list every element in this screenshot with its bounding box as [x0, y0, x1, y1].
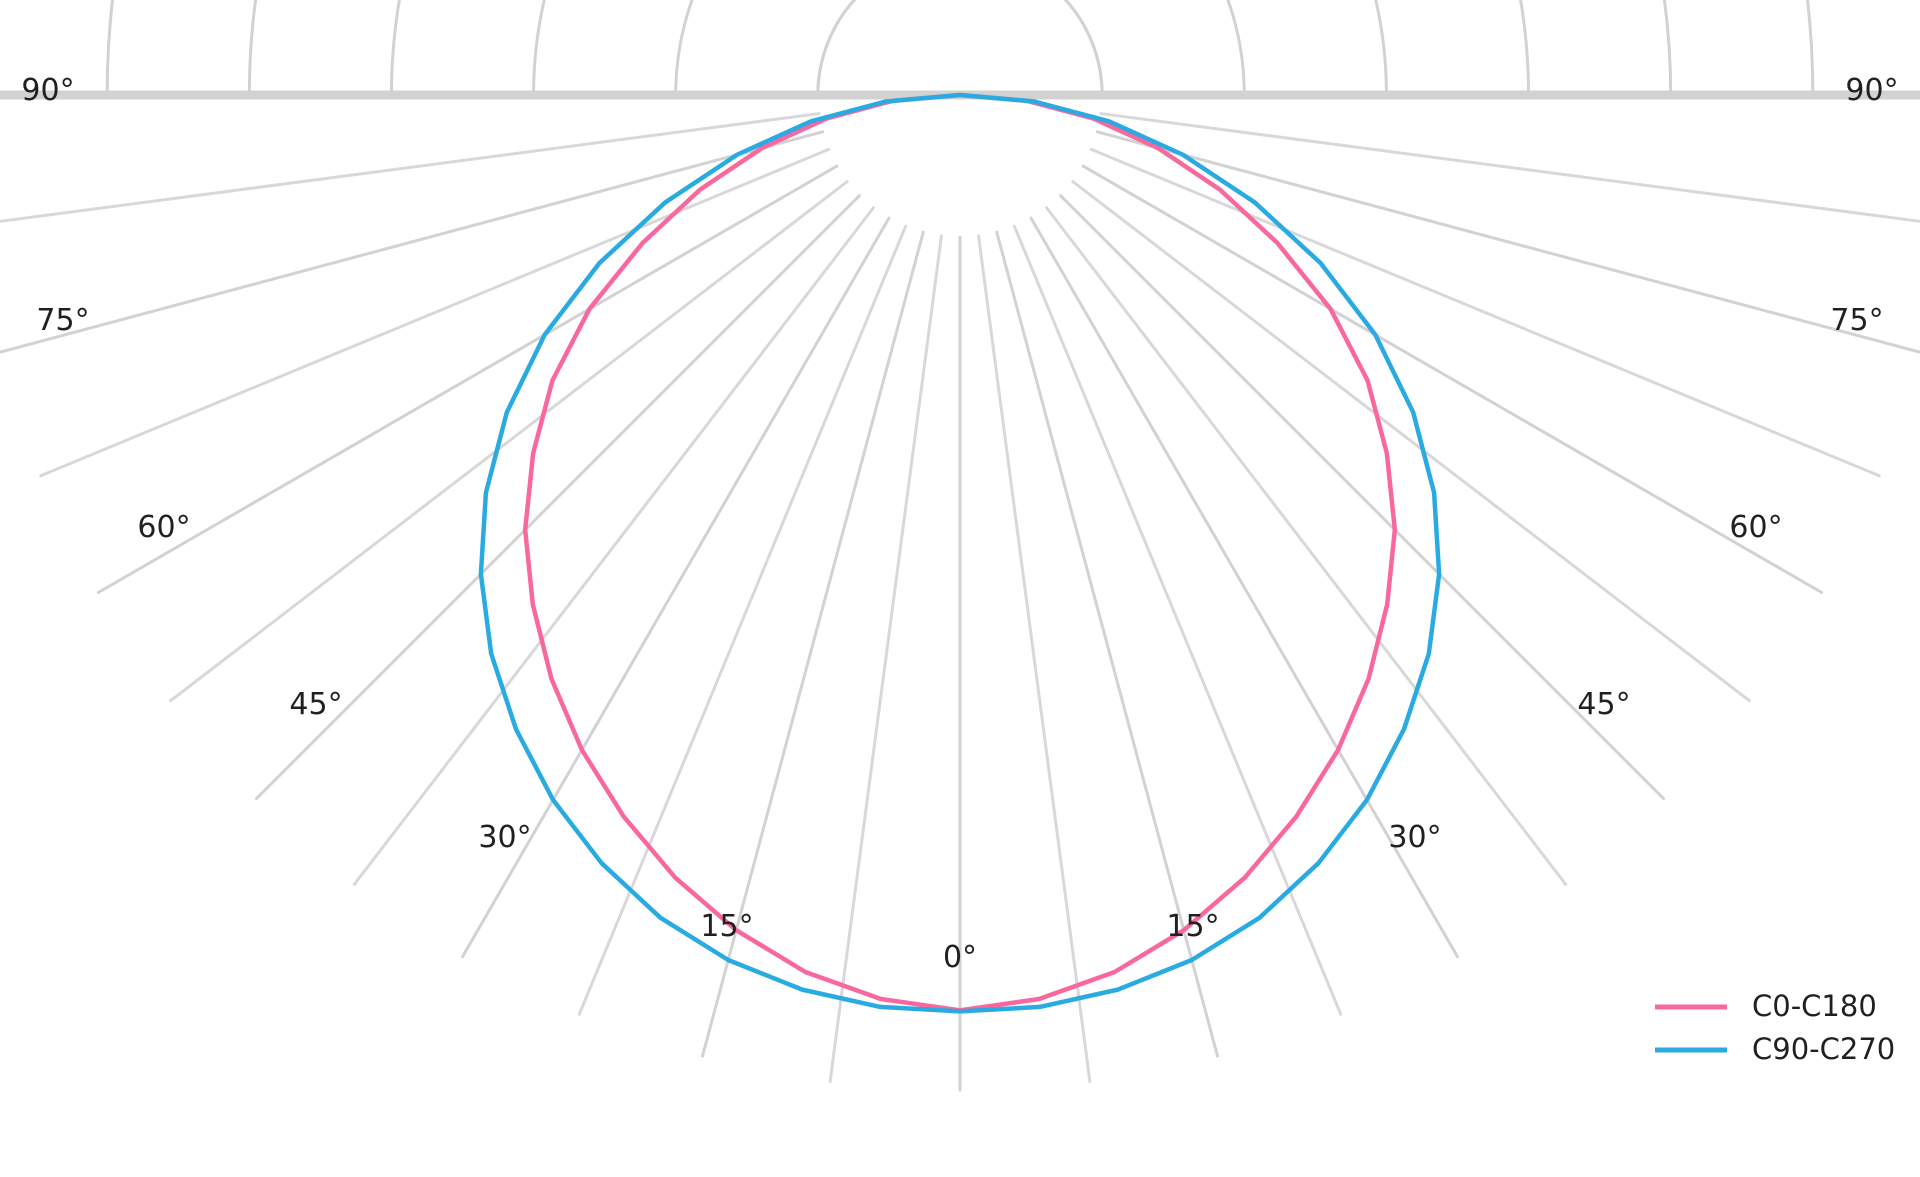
axis-label-right-15: 15°	[1166, 909, 1219, 944]
angular-spoke-15	[995, 230, 1220, 1058]
angular-spoke-45	[1059, 194, 1666, 801]
axis-label-right-45: 45°	[1577, 687, 1630, 722]
angular-minor-spoke--22.5	[577, 224, 908, 1016]
radial-ring-3	[532, 0, 1388, 97]
angular-minor-spoke--52.5	[169, 180, 849, 703]
series-curves	[478, 92, 1442, 1014]
angular-spoke--30	[461, 216, 891, 959]
angular-spoke-60	[1081, 164, 1824, 594]
angular-minor-spoke-7.5	[977, 234, 1092, 1083]
angular-minor-spoke-22.5	[1012, 224, 1343, 1016]
angular-minor-spoke--82.5	[0, 112, 821, 223]
angular-minor-spoke-37.5	[1045, 206, 1568, 886]
radial-ring-1	[816, 0, 1104, 97]
angle-axis-labels: 90° 75° 60° 45° 30° 15° 0° 15° 30° 45° 6…	[21, 73, 1898, 975]
radial-ring-5	[247, 0, 1673, 97]
angular-spoke--60	[96, 164, 839, 594]
angular-minor-spoke-67.5	[1089, 147, 1881, 478]
angular-spoke--75	[0, 130, 825, 354]
axis-label-left-75: 75°	[36, 303, 89, 338]
angular-minor-spoke--7.5	[828, 234, 943, 1083]
radial-ring-4	[389, 0, 1531, 97]
angular-minor-spoke--37.5	[352, 206, 875, 886]
axis-label-right-90: 90°	[1845, 73, 1898, 108]
legend-label-1: C90-C270	[1752, 1032, 1895, 1066]
angular-spoke--45	[254, 194, 861, 801]
chart-legend: C0-C180 C90-C270	[1655, 989, 1895, 1066]
axis-label-left-60: 60°	[137, 510, 190, 545]
outer-boundary	[0, 0, 1920, 100]
angular-spoke--15	[700, 230, 925, 1058]
angular-spoke-30	[1029, 216, 1459, 959]
axis-label-left-90: 90°	[21, 73, 74, 108]
outer-arc	[0, 0, 1920, 95]
radial-ring-6	[105, 0, 1815, 97]
axis-label-center-0: 0°	[943, 940, 977, 975]
angular-minor-spoke-82.5	[1099, 112, 1920, 223]
axis-label-right-75: 75°	[1830, 303, 1883, 338]
axis-label-right-30: 30°	[1388, 820, 1441, 855]
legend-label-0: C0-C180	[1752, 989, 1877, 1023]
angular-spoke-75	[1095, 130, 1920, 354]
radial-ring-2	[674, 0, 1246, 97]
series-curve-c90-c270	[478, 92, 1442, 1014]
axis-label-left-30: 30°	[478, 820, 531, 855]
axis-label-right-60: 60°	[1729, 510, 1782, 545]
angular-gridlines	[0, 130, 1920, 1092]
angular-minor-spoke--67.5	[39, 147, 831, 478]
angular-minor-spoke-52.5	[1071, 180, 1751, 703]
radial-ring-inner	[816, 0, 1104, 97]
angular-gridlines-minor	[0, 112, 1920, 1083]
axis-label-left-15: 15°	[700, 909, 753, 944]
radial-gridlines	[105, 0, 1815, 97]
axis-label-left-45: 45°	[289, 687, 342, 722]
